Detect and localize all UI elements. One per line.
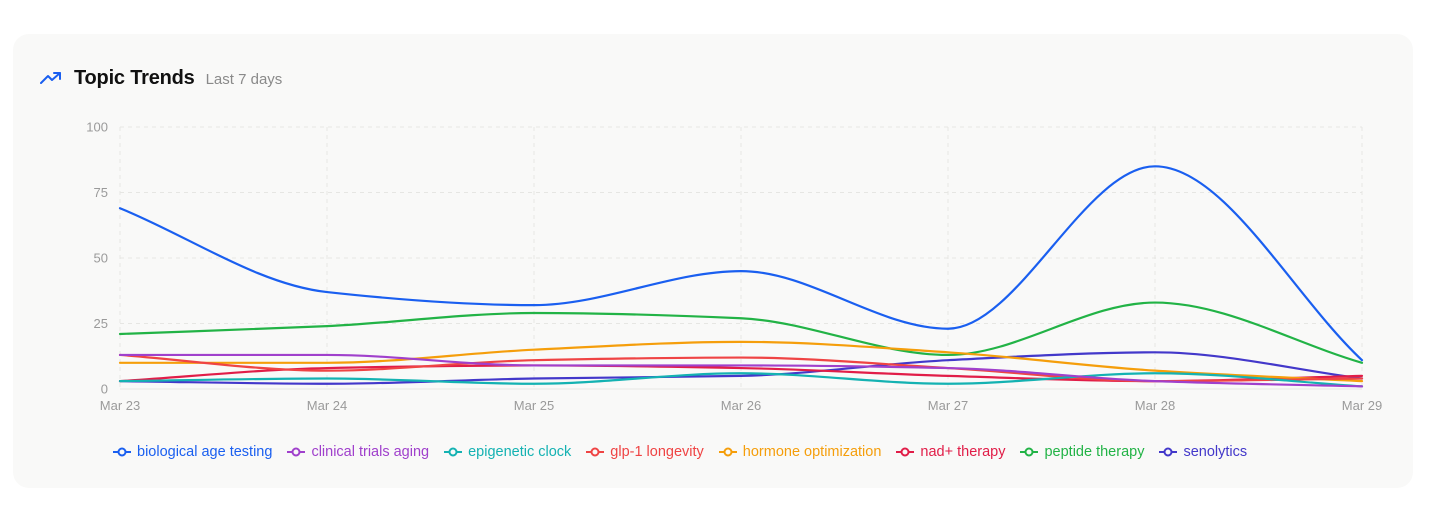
legend-marker-icon: [287, 447, 306, 457]
y-axis-ticks: 0 25 50 75 100: [86, 120, 108, 397]
legend-item[interactable]: epigenetic clock: [443, 444, 571, 460]
chart-subtitle: Last 7 days: [205, 70, 283, 88]
legend-label: biological age testing: [137, 444, 273, 460]
legend-marker-icon: [586, 447, 605, 457]
legend-marker-icon: [1159, 447, 1178, 457]
x-tick-label: Mar 27: [928, 398, 968, 413]
series-line-clinical-trials-aging: [118, 353, 1364, 388]
x-tick-label: Mar 25: [514, 398, 554, 413]
series-line-epigenetic-clock: [118, 372, 1364, 388]
chart-legend: biological age testing clinical trials ag…: [112, 440, 1261, 464]
legend-label: senolytics: [1183, 444, 1248, 460]
y-tick-label: 100: [86, 120, 108, 135]
card-header: Topic Trends Last 7 days: [40, 64, 282, 92]
y-tick-label: 0: [101, 382, 108, 397]
series-line-biological-age-testing: [118, 165, 1364, 362]
legend-item[interactable]: senolytics: [1158, 444, 1247, 460]
legend-label: clinical trials aging: [311, 444, 430, 460]
legend-marker-icon: [718, 447, 737, 457]
series-line-senolytics: [118, 351, 1364, 385]
legend-item[interactable]: glp-1 longevity: [585, 444, 704, 460]
legend-label: peptide therapy: [1044, 444, 1145, 460]
chart-title: Topic Trends: [74, 66, 195, 89]
x-tick-label: Mar 26: [721, 398, 761, 413]
series-lines: [118, 165, 1364, 388]
y-tick-label: 50: [94, 251, 108, 266]
x-tick-label: Mar 28: [1135, 398, 1175, 413]
series-line-hormone-optimization: [118, 340, 1364, 383]
legend-item[interactable]: nad+ therapy: [895, 444, 1005, 460]
x-tick-label: Mar 23: [100, 398, 140, 413]
legend-item[interactable]: clinical trials aging: [286, 444, 429, 460]
legend-label: epigenetic clock: [468, 444, 572, 460]
legend-marker-icon: [896, 447, 915, 457]
x-tick-label: Mar 29: [1342, 398, 1382, 413]
x-tick-label: Mar 24: [307, 398, 347, 413]
chart-card: [13, 34, 1413, 488]
legend-marker-icon: [113, 447, 131, 457]
legend-label: glp-1 longevity: [610, 444, 704, 460]
legend-item[interactable]: peptide therapy: [1019, 444, 1144, 460]
series-line-peptide-therapy: [118, 301, 1364, 364]
legend-marker-icon: [444, 447, 463, 457]
legend-item[interactable]: hormone optimization: [718, 444, 882, 460]
x-axis-ticks: Mar 23 Mar 24 Mar 25 Mar 26 Mar 27 Mar 28 Mar …: [100, 398, 1382, 413]
y-tick-label: 75: [94, 185, 108, 200]
legend-label: hormone optimization: [742, 444, 882, 460]
legend-marker-icon: [1020, 447, 1039, 457]
legend-label: nad+ therapy: [920, 444, 1006, 460]
y-tick-label: 25: [94, 316, 108, 331]
legend-item[interactable]: biological age testing: [112, 444, 272, 460]
trending-up-icon: [40, 71, 62, 85]
chart-grid: [119, 126, 1363, 390]
